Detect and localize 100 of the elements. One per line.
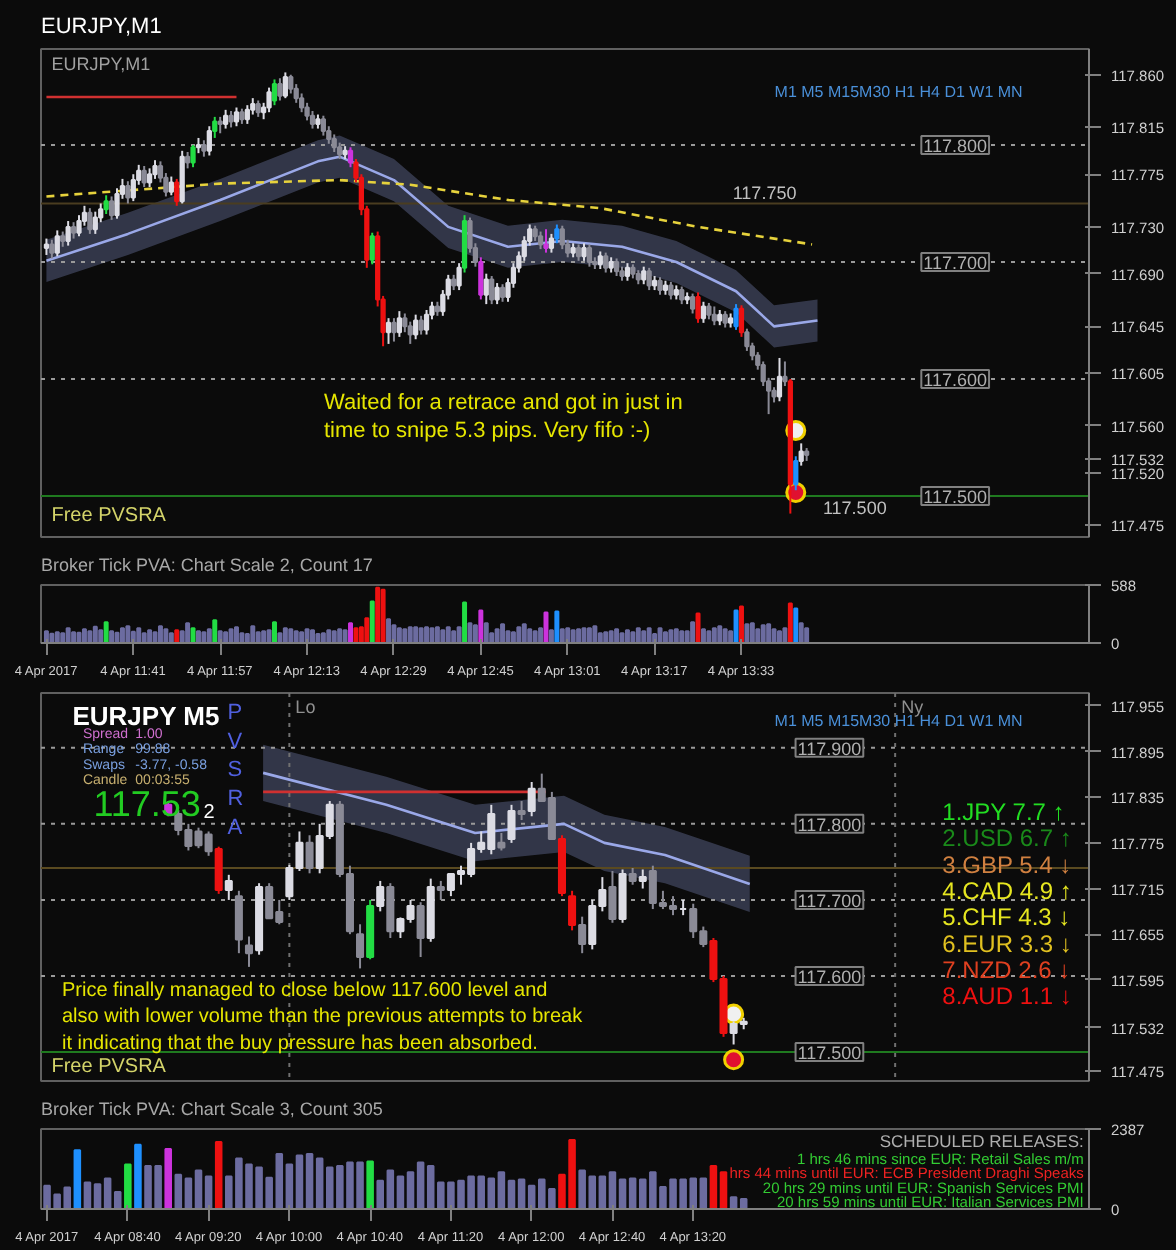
ref-line-label: 117.800 xyxy=(923,135,988,156)
candlestick xyxy=(244,935,254,968)
candlestick xyxy=(646,266,652,292)
candlestick xyxy=(87,207,93,235)
candlestick xyxy=(386,882,395,939)
candlestick xyxy=(418,314,424,336)
chart-title: Broker Tick PVA: Chart Scale 3, Count 305 xyxy=(41,1099,383,1119)
ref-line-label: 117.600 xyxy=(797,967,862,988)
candlestick xyxy=(478,256,484,301)
annotation: Waited for a retrace and got in just in time to snipe 5.3 pips. Very fifo :-) xyxy=(323,390,683,444)
candlestick xyxy=(49,238,55,260)
candlestick xyxy=(416,901,425,958)
candlestick xyxy=(578,915,587,955)
candlestick xyxy=(320,114,326,137)
candlestick xyxy=(548,232,555,254)
candlestick xyxy=(776,356,783,403)
ref-line-label: 117.750 xyxy=(732,183,797,204)
line-series xyxy=(45,178,814,246)
annotation: 117.53 xyxy=(93,784,201,824)
candlestick xyxy=(206,125,212,157)
candlestick xyxy=(711,305,717,327)
candlestick xyxy=(168,175,174,197)
candlestick xyxy=(347,146,354,169)
candlestick xyxy=(92,210,98,235)
annotation: 5.CHF 4.3 ↓ xyxy=(942,903,1071,932)
ref-line-label: 117.500 xyxy=(797,1043,862,1064)
text: EURJPY,M1 xyxy=(41,15,162,39)
candlestick xyxy=(114,187,120,220)
annotation: 117.500 xyxy=(822,498,887,519)
ref-line-label: 117.600 xyxy=(923,370,988,391)
candlestick xyxy=(456,262,462,292)
candlestick xyxy=(396,310,403,338)
annotation: 2.USD 6.7 ↑ xyxy=(942,824,1072,853)
candlestick xyxy=(782,360,788,388)
candlestick xyxy=(568,889,577,932)
annotation: Free PVSRA xyxy=(51,505,167,528)
annotation: Price finally managed to close below 117.600 level and also with lower volume than the previous attempts to break it indicating that the buy pressure has been absorbed. xyxy=(61,980,585,1055)
annotation: 8.AUD 1.1 ↓ xyxy=(942,982,1072,1011)
bar xyxy=(73,1149,82,1209)
candlestick xyxy=(103,194,109,216)
candlestick xyxy=(152,159,158,180)
candlestick xyxy=(507,803,516,844)
bar xyxy=(214,1140,223,1209)
candlestick xyxy=(130,173,136,203)
candlestick xyxy=(407,320,413,345)
ref-line-label: 117.700 xyxy=(923,252,988,273)
candlestick xyxy=(543,228,549,254)
candlestick xyxy=(603,251,609,274)
candlestick xyxy=(733,303,739,331)
candlestick xyxy=(146,167,153,189)
candlestick xyxy=(744,327,750,352)
candlestick xyxy=(689,292,696,315)
candlestick xyxy=(356,923,365,970)
candlestick xyxy=(527,781,536,818)
candlestick xyxy=(222,108,229,130)
candlestick xyxy=(376,879,385,913)
candlestick xyxy=(179,149,185,205)
line-series xyxy=(261,771,752,886)
annotation: M1 M5 M15M30 H1 H4 D1 W1 MN xyxy=(774,83,1024,102)
candlestick xyxy=(288,73,294,95)
candlestick xyxy=(608,870,617,924)
ref-line-label: Ny xyxy=(901,697,925,717)
candlestick xyxy=(266,86,272,114)
candlestick xyxy=(700,300,707,324)
annotation: 1.JPY 7.7 ↑ xyxy=(942,797,1065,826)
chart-title: Broker Tick PVA: Chart Scale 2, Count 17 xyxy=(41,555,373,575)
candlestick xyxy=(793,455,799,492)
candlestick xyxy=(54,229,60,258)
annotation: Free PVSRA xyxy=(51,1055,167,1078)
bar xyxy=(164,1148,172,1209)
candlestick xyxy=(423,308,430,336)
candlestick xyxy=(391,317,397,343)
candlestick xyxy=(299,92,305,114)
candlestick xyxy=(125,180,131,205)
annotation: 3.GBP 5.4 ↓ xyxy=(942,850,1072,879)
candlestick xyxy=(517,800,526,822)
bar xyxy=(366,1160,374,1209)
annotation: SCHEDULED RELEASES: xyxy=(879,1130,1084,1151)
candlestick xyxy=(461,214,468,274)
candlestick xyxy=(224,873,233,901)
ref-line-label: Lo xyxy=(295,697,316,717)
candlestick xyxy=(494,282,500,306)
candlestick xyxy=(271,78,278,107)
candlestick xyxy=(586,243,593,268)
bar xyxy=(134,1143,142,1209)
candlestick xyxy=(174,177,180,207)
candlestick xyxy=(293,83,299,104)
candlestick xyxy=(305,834,314,875)
candlestick xyxy=(559,224,565,251)
candlestick xyxy=(413,313,419,341)
ref-line-label: 117.700 xyxy=(797,890,862,911)
ref-line-label: 117.900 xyxy=(797,738,862,759)
candlestick xyxy=(244,104,250,125)
candlestick xyxy=(738,304,745,338)
candlestick xyxy=(282,71,288,100)
candlestick xyxy=(798,442,804,467)
candlestick xyxy=(638,868,647,890)
candlestick xyxy=(76,214,82,238)
candlestick xyxy=(108,195,115,221)
annotation: 6.EUR 3.3 ↓ xyxy=(942,929,1072,958)
